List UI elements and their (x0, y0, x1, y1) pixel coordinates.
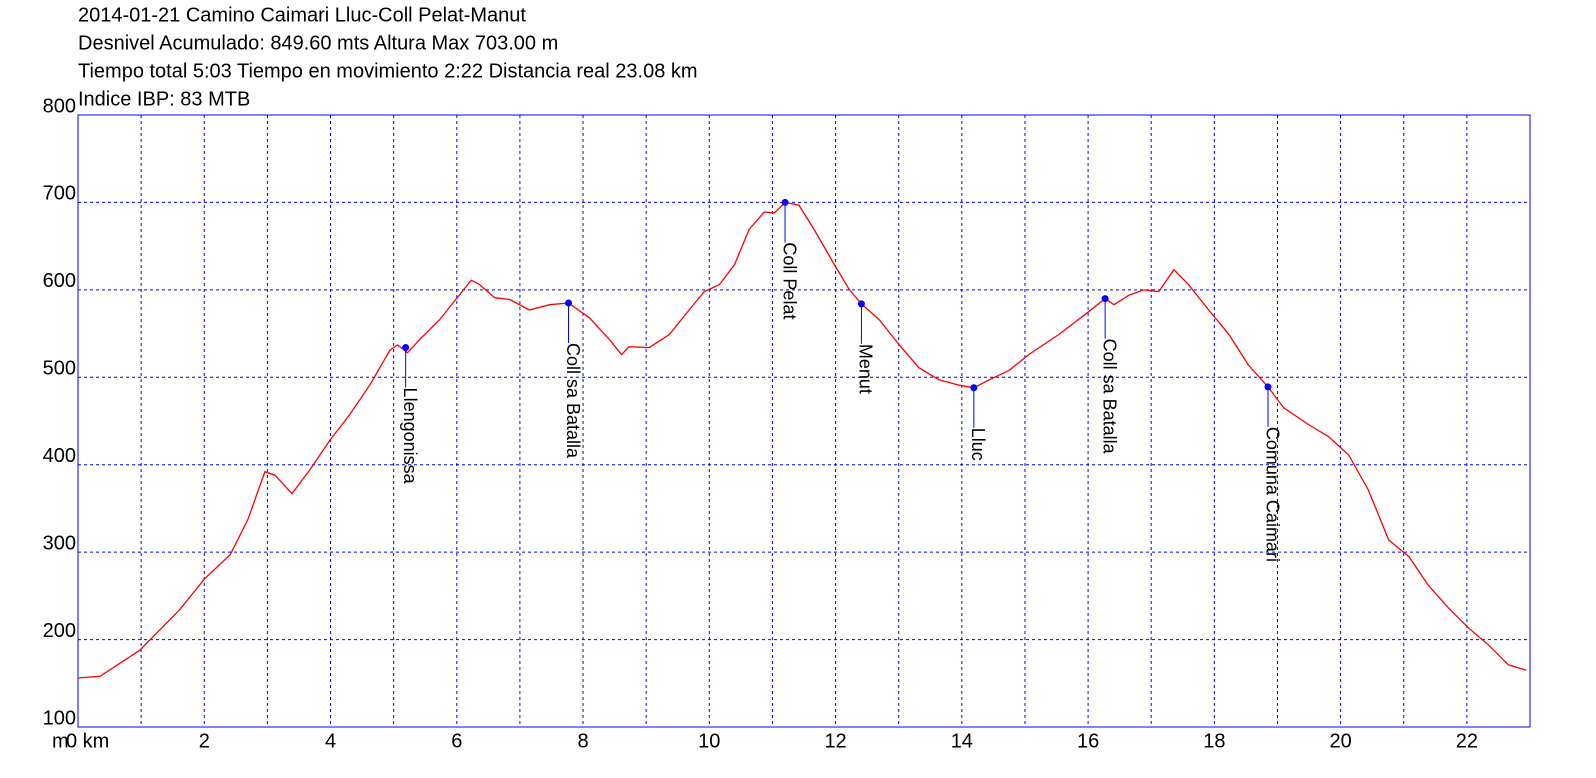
x-tick-label: 16 (1077, 730, 1099, 752)
waypoint-marker (970, 384, 978, 392)
plot-frame (77, 114, 1531, 728)
title-line: Tiempo total 5:03 Tiempo en movimiento 2… (78, 60, 698, 82)
title-line: Desnivel Acumulado: 849.60 mts Altura Ma… (78, 32, 558, 54)
y-axis-label: m (52, 730, 69, 752)
y-tick-label: 300 (43, 532, 76, 554)
waypoint-label: Coll sa Batalla (1099, 339, 1119, 455)
y-tick-label: 200 (43, 620, 76, 642)
x-tick-label: 10 (698, 730, 720, 752)
x-tick-label: 18 (1203, 730, 1225, 752)
waypoint-label: Lluc (968, 428, 988, 461)
y-tick-label: 500 (43, 358, 76, 380)
x-tick-label: 8 (577, 730, 588, 752)
title-line: Indice IBP: 83 MTB (78, 88, 250, 110)
y-tick-label: 700 (43, 183, 76, 205)
x-tick-label: 20 (1329, 730, 1351, 752)
x-tick-label: 12 (824, 730, 846, 752)
x-tick-label: 0 km (66, 730, 109, 752)
x-tick-label: 6 (451, 730, 462, 752)
x-tick-label: 4 (325, 730, 336, 752)
waypoint-marker (781, 198, 789, 206)
title-line: 2014-01-21 Camino Caimari Lluc-Coll Pela… (78, 4, 526, 26)
waypoint-marker (565, 299, 573, 307)
y-tick-label: 400 (43, 445, 76, 467)
waypoint-marker (857, 300, 865, 308)
y-tick-label: 600 (43, 270, 76, 292)
elevation-line (77, 201, 1527, 679)
x-tick-label: 14 (951, 730, 973, 752)
x-tick-label: 2 (199, 730, 210, 752)
waypoint-label: Coll Pelat (779, 242, 799, 319)
x-tick-label: 22 (1456, 730, 1478, 752)
y-tick-label: 100 (43, 707, 76, 729)
waypoint-label: Coll sa Batalla (563, 343, 583, 459)
waypoint-label: Comuna Caimari (1262, 427, 1282, 562)
waypoint-marker (1101, 295, 1109, 303)
waypoint-label: Llengonissa (400, 388, 420, 485)
waypoint-label: Menut (856, 344, 876, 394)
y-tick-label: 800 (43, 95, 76, 117)
waypoint-marker (1264, 383, 1272, 391)
waypoint-marker (402, 344, 410, 352)
